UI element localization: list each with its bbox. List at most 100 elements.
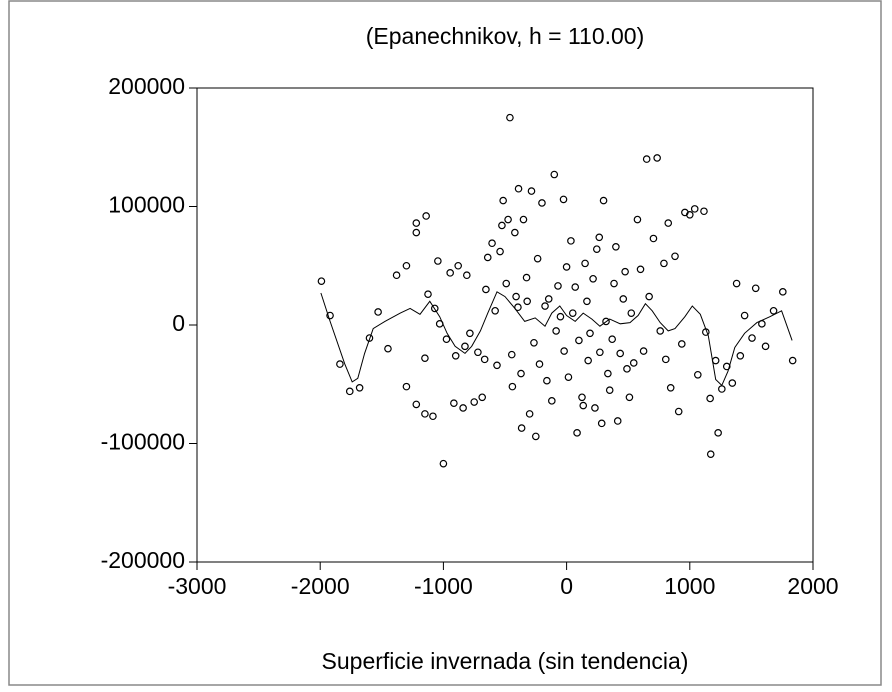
y-tick-label: 100000 <box>108 192 185 218</box>
y-tick-label: -200000 <box>101 547 185 573</box>
x-axis-label: Superficie invernada (sin tendencia) <box>322 648 689 674</box>
data-point <box>421 410 429 418</box>
data-point <box>421 354 429 362</box>
x-tick-label: -1000 <box>414 573 473 599</box>
data-point <box>639 347 648 355</box>
data-point <box>552 327 560 335</box>
data-point <box>584 356 592 365</box>
data-point <box>586 329 594 338</box>
data-point <box>751 284 760 293</box>
data-point <box>581 259 589 268</box>
data-point <box>451 352 460 360</box>
data-point <box>461 342 469 351</box>
data-point <box>550 170 559 179</box>
data-point <box>544 295 553 303</box>
data-point <box>568 309 577 317</box>
data-point <box>483 253 492 262</box>
data-point <box>317 277 326 285</box>
data-point <box>488 239 496 248</box>
data-point <box>412 228 421 237</box>
data-point <box>671 252 679 261</box>
data-point <box>560 347 568 355</box>
outer-frame <box>8 0 882 686</box>
data-point <box>430 304 439 313</box>
data-point <box>677 340 686 348</box>
data-point <box>700 207 708 216</box>
data-point <box>326 311 334 320</box>
data-point <box>656 327 665 335</box>
data-point <box>496 247 504 256</box>
x-tick-label: 1000 <box>664 573 715 599</box>
data-point <box>591 404 599 412</box>
data-point <box>706 450 715 458</box>
data-point <box>788 356 797 365</box>
data-point <box>740 311 749 320</box>
data-point <box>522 273 531 282</box>
data-point <box>507 350 516 359</box>
data-point <box>779 288 787 296</box>
data-point <box>685 210 694 219</box>
data-point <box>548 397 556 405</box>
data-point <box>559 195 568 204</box>
data-point <box>605 386 614 394</box>
data-point <box>642 155 651 163</box>
data-point <box>732 279 741 288</box>
data-point <box>525 410 534 418</box>
data-point <box>355 384 364 392</box>
data-point <box>511 228 519 237</box>
data-point <box>627 309 636 317</box>
data-point <box>613 417 622 425</box>
data-point <box>512 292 520 301</box>
data-point <box>583 297 591 306</box>
data-point <box>579 401 588 410</box>
data-point <box>661 355 670 364</box>
data-point <box>636 265 645 274</box>
y-tick-label: -100000 <box>101 429 185 455</box>
data-point <box>616 349 624 358</box>
x-tick-label: -3000 <box>168 573 227 599</box>
data-point <box>645 292 653 301</box>
data-point <box>595 233 604 242</box>
data-point <box>466 329 474 338</box>
data-point <box>610 279 618 288</box>
data-point <box>706 394 714 403</box>
data-point <box>523 297 531 306</box>
data-point <box>499 196 507 205</box>
data-point <box>694 370 702 379</box>
data-point <box>459 404 467 412</box>
data-point <box>504 215 512 224</box>
data-point <box>564 373 573 381</box>
data-point <box>506 113 514 122</box>
data-point <box>608 335 616 344</box>
data-point <box>554 282 562 290</box>
data-point <box>493 361 501 370</box>
data-point <box>502 279 511 288</box>
data-point <box>573 429 581 437</box>
data-point <box>531 432 540 441</box>
data-point <box>578 393 586 402</box>
data-point <box>714 429 722 437</box>
data-point <box>596 348 604 357</box>
data-point <box>535 360 544 368</box>
y-tick-label: 0 <box>172 310 185 336</box>
data-point <box>629 359 638 367</box>
data-point <box>424 290 432 298</box>
data-point <box>653 154 661 162</box>
data-point <box>422 212 430 220</box>
x-tick-label: -2000 <box>291 573 350 599</box>
data-point <box>761 342 770 351</box>
data-point <box>392 271 401 280</box>
data-point <box>597 419 606 428</box>
data-point <box>575 336 583 345</box>
data-point <box>562 263 571 271</box>
x-tick-label: 0 <box>560 573 573 599</box>
data-point <box>442 335 451 344</box>
data-point <box>619 295 628 303</box>
data-point <box>402 382 411 391</box>
data-point <box>666 384 675 392</box>
data-point <box>674 407 683 416</box>
data-point <box>374 308 382 316</box>
data-point <box>470 398 479 406</box>
